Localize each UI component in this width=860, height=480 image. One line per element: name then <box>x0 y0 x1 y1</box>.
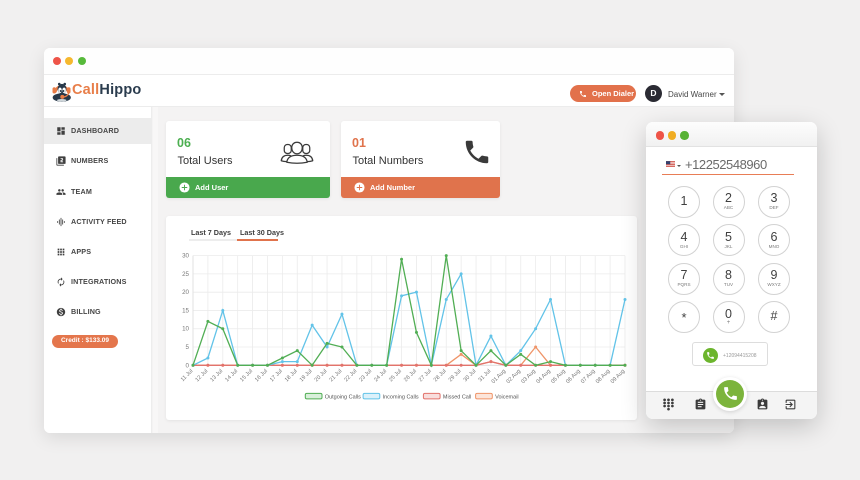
svg-text:30: 30 <box>182 253 189 260</box>
svg-text:08 Aug: 08 Aug <box>595 368 612 385</box>
svg-text:Incoming Calls: Incoming Calls <box>383 394 419 400</box>
svg-text:12 Jul: 12 Jul <box>195 368 210 383</box>
svg-text:20: 20 <box>182 289 189 296</box>
svg-text:29 Jul: 29 Jul <box>448 368 463 383</box>
svg-text:15: 15 <box>182 307 189 314</box>
svg-text:17 Jul: 17 Jul <box>269 368 284 383</box>
svg-text:30 Jul: 30 Jul <box>463 368 478 383</box>
svg-text:16 Jul: 16 Jul <box>254 368 269 383</box>
svg-text:26 Jul: 26 Jul <box>403 368 418 383</box>
svg-text:5: 5 <box>186 344 190 351</box>
svg-text:10: 10 <box>182 326 189 333</box>
svg-text:18 Jul: 18 Jul <box>284 368 299 383</box>
svg-text:11 Jul: 11 Jul <box>180 368 195 383</box>
svg-text:06 Aug: 06 Aug <box>565 368 582 385</box>
svg-text:23 Jul: 23 Jul <box>358 368 373 383</box>
svg-text:Outgoing Calls: Outgoing Calls <box>325 394 361 400</box>
svg-text:05 Aug: 05 Aug <box>550 368 567 385</box>
svg-text:07 Aug: 07 Aug <box>580 368 597 385</box>
svg-text:01 Aug: 01 Aug <box>491 368 508 385</box>
svg-text:28 Jul: 28 Jul <box>433 368 448 383</box>
svg-text:19 Jul: 19 Jul <box>299 368 314 383</box>
svg-text:04 Aug: 04 Aug <box>535 368 552 385</box>
svg-text:27 Jul: 27 Jul <box>418 368 433 383</box>
svg-text:25 Jul: 25 Jul <box>388 368 403 383</box>
svg-text:14 Jul: 14 Jul <box>224 368 239 383</box>
svg-text:13 Jul: 13 Jul <box>209 368 224 383</box>
svg-text:09 Aug: 09 Aug <box>610 368 627 385</box>
svg-text:22 Jul: 22 Jul <box>343 368 358 383</box>
svg-text:15 Jul: 15 Jul <box>239 368 254 383</box>
svg-text:20 Jul: 20 Jul <box>314 368 329 383</box>
svg-text:03 Aug: 03 Aug <box>520 368 537 385</box>
svg-text:Missed Call: Missed Call <box>443 394 471 400</box>
svg-text:24 Jul: 24 Jul <box>373 368 388 383</box>
svg-text:Voicemail: Voicemail <box>495 394 519 400</box>
svg-text:21 Jul: 21 Jul <box>329 368 344 383</box>
svg-text:02 Aug: 02 Aug <box>506 368 523 385</box>
svg-text:0: 0 <box>186 362 190 369</box>
svg-text:25: 25 <box>182 271 189 278</box>
